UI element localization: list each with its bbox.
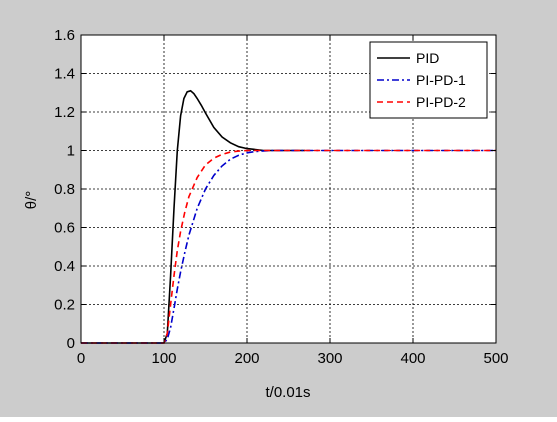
legend: PID PI-PD-1 PI-PD-2 xyxy=(369,41,488,119)
y-tick-label: 0 xyxy=(67,335,75,352)
y-tick-label: 1.4 xyxy=(54,66,75,83)
x-tick-label: 0 xyxy=(77,350,85,367)
y-axis-label: θ/° xyxy=(23,191,40,210)
y-tick-label: 0.8 xyxy=(54,181,75,198)
y-tick-label: 0.4 xyxy=(54,258,75,275)
x-tick-label: 200 xyxy=(234,350,259,367)
y-tick-label: 1.6 xyxy=(54,27,75,44)
legend-box xyxy=(369,41,488,119)
x-tick-label: 500 xyxy=(483,350,508,367)
axis-ticks: 0 100 200 300 400 500 0 0.2 0.4 0.6 0.8 1 1.2 1.4 1.6 xyxy=(54,27,508,367)
legend-label: PID xyxy=(416,50,439,66)
y-tick-label: 0.6 xyxy=(54,220,75,237)
y-tick-label: 1.2 xyxy=(54,104,75,121)
x-tick-label: 100 xyxy=(151,350,176,367)
legend-label: PI-PD-1 xyxy=(416,72,466,88)
series-layer xyxy=(81,89,496,344)
series-line-pi-pd-2 xyxy=(81,149,496,344)
legend-label: PI-PD-2 xyxy=(416,94,466,110)
x-tick-label: 400 xyxy=(400,350,425,367)
y-tick-label: 1 xyxy=(67,143,75,160)
x-tick-label: 300 xyxy=(317,350,342,367)
x-axis-label: t/0.01s xyxy=(265,384,310,401)
y-tick-label: 0.2 xyxy=(54,297,75,314)
series-line-pid xyxy=(81,89,306,344)
